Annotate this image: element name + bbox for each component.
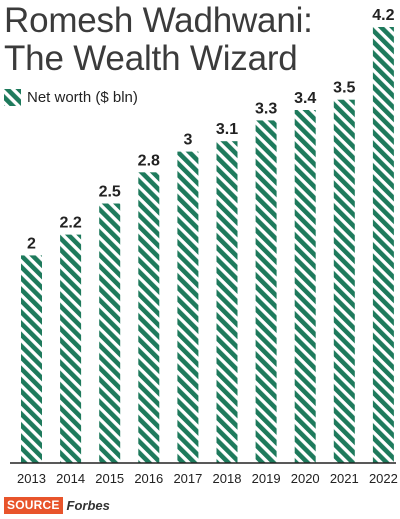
bar-value-label-2021: 3.5: [333, 80, 355, 97]
x-tick-label-2020: 2020: [291, 471, 320, 486]
source-line: SOURCE Forbes: [4, 497, 110, 514]
bar-value-label-2014: 2.2: [59, 215, 81, 232]
bar-value-label-2013: 2: [27, 235, 36, 252]
bar-2017: [177, 151, 199, 463]
legend-label: Net worth ($ bln): [27, 89, 138, 106]
bar-2021: [333, 99, 355, 463]
x-tick-label-2017: 2017: [173, 471, 202, 486]
bars-group: 2 2.2 2.5 2.8 3 3.1 3.3 3.4 3.5 4.2: [21, 7, 395, 464]
bar-2019: [255, 120, 277, 464]
bar-2014: [60, 234, 82, 463]
bar-value-label-2017: 3: [183, 132, 192, 149]
bar-value-label-2020: 3.4: [294, 90, 316, 107]
bar-2013: [21, 255, 42, 463]
bar-value-label-2019: 3.3: [255, 100, 277, 117]
x-tick-label-2016: 2016: [134, 471, 163, 486]
source-name: Forbes: [66, 498, 110, 513]
x-axis-ticks: 2013 2014 2015 2016 2017 2018 2019 2020 2021 2022: [17, 471, 398, 486]
x-tick-label-2021: 2021: [330, 471, 359, 486]
x-tick-label-2014: 2014: [56, 471, 85, 486]
bar-2018: [216, 141, 238, 463]
bar-value-label-2015: 2.5: [99, 184, 121, 201]
chart-title-line1: Romesh Wadhwani:: [4, 1, 313, 40]
x-tick-label-2013: 2013: [17, 471, 46, 486]
bar-value-label-2016: 2.8: [138, 152, 160, 169]
source-tag: SOURCE: [4, 497, 63, 514]
bar-2020: [294, 110, 316, 463]
x-tick-label-2022: 2022: [369, 471, 398, 486]
bar-value-label-2018: 3.1: [216, 121, 238, 138]
x-tick-label-2019: 2019: [252, 471, 281, 486]
x-tick-label-2015: 2015: [95, 471, 124, 486]
legend-swatch: [4, 89, 21, 106]
chart-title-line2: The Wealth Wizard: [4, 39, 298, 78]
bar-2016: [138, 172, 160, 464]
bar-value-label-2022: 4.2: [372, 7, 394, 24]
legend: Net worth ($ bln): [4, 89, 138, 106]
x-tick-label-2018: 2018: [213, 471, 242, 486]
chart-title: Romesh Wadhwani: The Wealth Wizard: [4, 2, 394, 78]
bar-2015: [99, 203, 121, 463]
bar-2022: [372, 27, 394, 463]
